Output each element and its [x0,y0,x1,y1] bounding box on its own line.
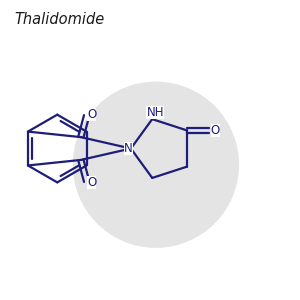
Circle shape [74,82,238,247]
Text: O: O [87,176,96,189]
Text: NH: NH [146,106,164,119]
Text: N: N [124,142,133,155]
Text: O: O [87,108,96,121]
Text: Thalidomide: Thalidomide [15,12,105,27]
Text: O: O [211,124,220,137]
